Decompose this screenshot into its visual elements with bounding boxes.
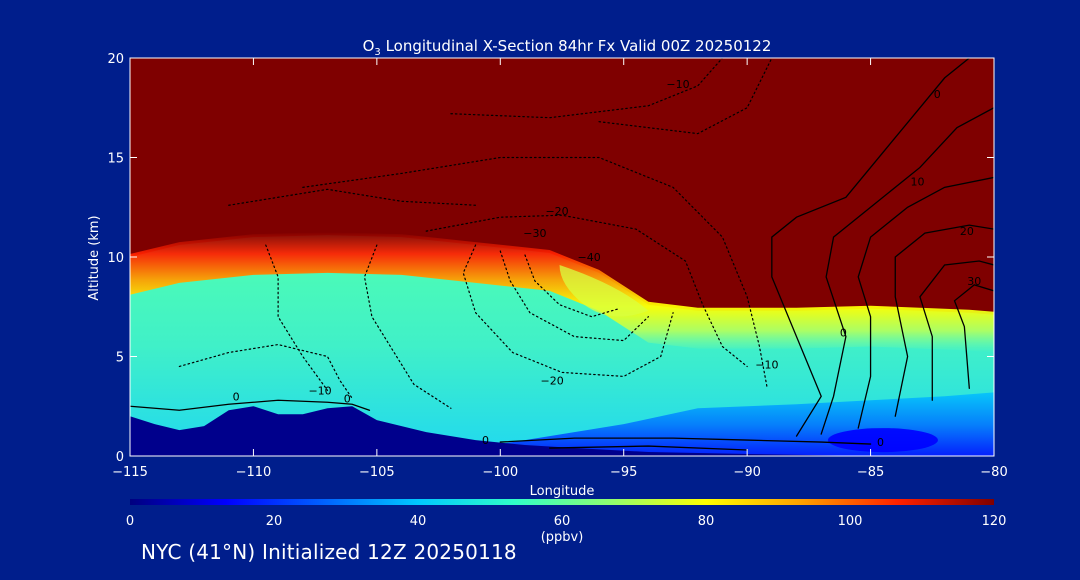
x-tick-label: −95 [610,465,637,480]
contour-label: 0 [934,88,941,101]
y-axis: 0 5 10 15 20 [107,52,994,465]
contour-line [549,445,748,451]
concentration-field [130,58,994,456]
contour-line [450,58,724,119]
contour-line [857,176,994,429]
x-axis-label: Longitude [530,484,595,499]
y-tick-label: 15 [107,152,124,167]
colorbar-tick-label: 0 [126,514,134,529]
colorbar-tick-label: 80 [698,514,715,529]
contour-label: 30 [967,275,981,288]
contour-label: 20 [960,225,974,238]
x-tick-label: −110 [236,465,272,480]
contour-label: 0 [233,390,240,403]
contour-line [919,260,994,401]
contour-line [363,244,452,409]
y-tick-label: 20 [107,52,124,67]
contour-line [265,244,329,391]
x-tick-label: −115 [112,465,148,480]
chart-title: O3 Longitudinal X-Section 84hr Fx Valid … [363,37,772,58]
contour-label: −10 [308,384,331,397]
contour-line [771,58,970,437]
contour-line [302,156,768,387]
colorbar-tick-label: 100 [838,514,863,529]
colorbar-tick-label: 60 [554,514,571,529]
contour-line [820,107,994,435]
contour-label: 0 [877,436,884,449]
y-axis-label: Altitude (km) [87,215,102,300]
contour-label: 0 [840,327,847,340]
y-tick-label: 5 [116,351,124,366]
init-time-caption: NYC (41°N) Initialized 12Z 20250118 [141,540,517,564]
contour-label: 0 [482,434,489,447]
contour-line [499,437,872,445]
y-tick-label: 0 [116,450,124,465]
contour-line [178,343,353,399]
colorbar-tick-label: 120 [982,514,1007,529]
colorbar-label: (ppbv) [541,530,584,545]
stratospheric-intrusion [559,264,649,317]
low-ozone-pocket [827,428,938,453]
y-tick-label: 10 [107,251,124,266]
contour-label: 10 [910,175,924,188]
contour-line [228,188,477,206]
colorbar-tick-labels: 0 20 40 60 80 100 120 [126,514,1007,529]
contour-line [462,244,674,378]
x-tick-label: −100 [482,465,518,480]
contour-label: −10 [666,78,689,91]
contour-label: 0 [344,392,351,405]
contour-label: −20 [541,374,564,387]
x-tick-label: −85 [857,465,884,480]
contour-line [894,224,994,417]
tropopause-gradient-band [130,232,994,353]
contour-line [524,254,620,318]
terrain-mask [130,406,994,456]
contour-line [598,58,773,135]
x-tick-label: −80 [980,465,1007,480]
contour-label: −30 [523,227,546,240]
x-tick-label: −90 [733,465,760,480]
contour-lines [130,58,994,451]
contour-label: −20 [545,205,568,218]
colorbar-tick-label: 20 [266,514,283,529]
contour-label: −40 [578,251,601,264]
contour-label: −10 [755,358,778,371]
troposphere-region [130,235,994,456]
x-axis: −115 −110 −105 −100 −95 −90 −85 −80 [112,58,1008,480]
contour-line [425,214,748,368]
colorbar-tick-label: 40 [410,514,427,529]
contour-line [953,284,994,389]
colorbar [130,499,994,505]
contour-line [130,399,371,411]
x-tick-label: −105 [359,465,395,480]
contour-labels: 0 −10 0 0 −20 −10 0 0 −20 −30 −40 −10 0 10 20 30 [233,78,982,449]
contour-line [499,250,649,342]
